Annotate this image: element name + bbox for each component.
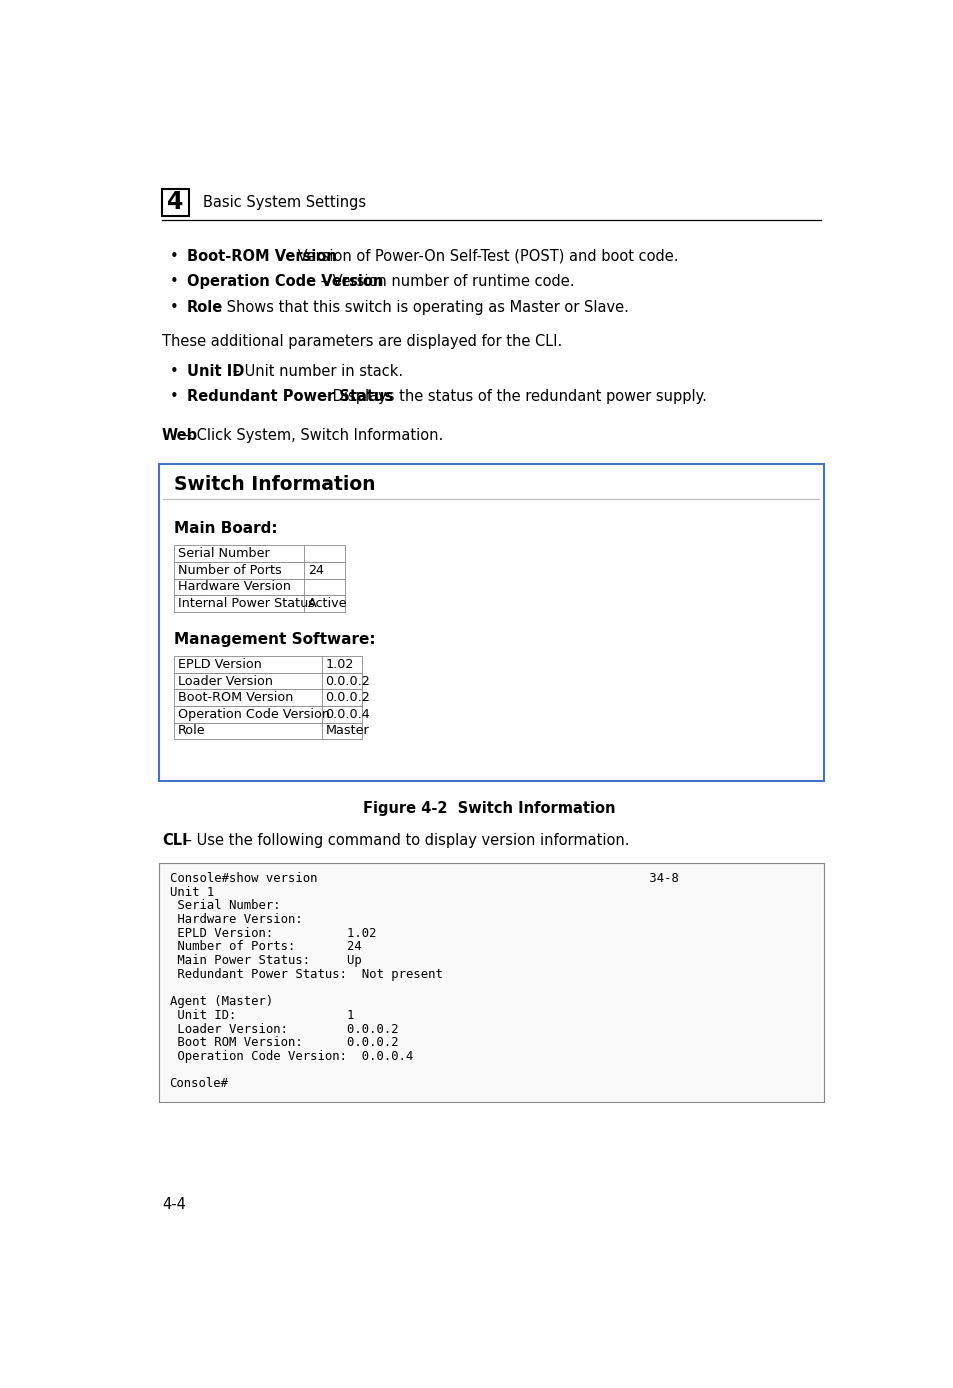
Text: Active: Active xyxy=(308,597,348,609)
Text: Basic System Settings: Basic System Settings xyxy=(203,194,366,210)
Text: Hardware Version:: Hardware Version: xyxy=(170,913,302,926)
Text: Console#: Console# xyxy=(170,1077,229,1091)
Bar xyxy=(174,673,361,690)
Text: 0.0.0.2: 0.0.0.2 xyxy=(325,691,370,704)
Text: 4: 4 xyxy=(167,190,183,214)
Text: 24: 24 xyxy=(308,564,324,577)
Text: 0.0.0.4: 0.0.0.4 xyxy=(325,708,370,720)
Bar xyxy=(174,706,361,723)
Text: Number of Ports: Number of Ports xyxy=(178,564,281,577)
Text: Serial Number:: Serial Number: xyxy=(170,899,280,912)
Text: Master: Master xyxy=(325,725,369,737)
Text: Boot-ROM Version: Boot-ROM Version xyxy=(187,248,336,264)
Text: Web: Web xyxy=(162,429,198,443)
Text: Role: Role xyxy=(178,725,206,737)
Text: Operation Code Version:  0.0.0.4: Operation Code Version: 0.0.0.4 xyxy=(170,1051,413,1063)
Bar xyxy=(174,690,361,706)
Bar xyxy=(162,189,189,217)
Bar xyxy=(174,545,344,562)
Text: Figure 4-2  Switch Information: Figure 4-2 Switch Information xyxy=(362,801,615,816)
Text: Agent (Master): Agent (Master) xyxy=(170,995,273,1008)
Bar xyxy=(174,723,361,738)
Text: CLI: CLI xyxy=(162,833,188,848)
Text: – Version number of runtime code.: – Version number of runtime code. xyxy=(316,275,575,289)
Text: 4-4: 4-4 xyxy=(162,1198,186,1212)
Text: •: • xyxy=(170,364,178,379)
Text: Management Software:: Management Software: xyxy=(174,632,375,647)
Text: Operation Code Version: Operation Code Version xyxy=(178,708,330,720)
Text: These additional parameters are displayed for the CLI.: These additional parameters are displaye… xyxy=(162,335,561,350)
Text: Redundant Power Status:  Not present: Redundant Power Status: Not present xyxy=(170,967,442,981)
Text: EPLD Version: EPLD Version xyxy=(178,658,262,670)
Text: Console#show version                                             34-8: Console#show version 34-8 xyxy=(170,872,678,886)
Text: Boot ROM Version:      0.0.0.2: Boot ROM Version: 0.0.0.2 xyxy=(170,1037,397,1049)
Text: – Click System, Switch Information.: – Click System, Switch Information. xyxy=(179,429,442,443)
Bar xyxy=(174,657,361,673)
Text: •: • xyxy=(170,300,178,315)
Text: 0.0.0.2: 0.0.0.2 xyxy=(325,675,370,687)
Bar xyxy=(158,862,822,1102)
Bar xyxy=(174,579,344,595)
Text: EPLD Version:          1.02: EPLD Version: 1.02 xyxy=(170,927,375,940)
Text: Loader Version: Loader Version xyxy=(178,675,273,687)
Text: Unit ID: Unit ID xyxy=(187,364,244,379)
Text: – Use the following command to display version information.: – Use the following command to display v… xyxy=(179,833,628,848)
Text: 1.02: 1.02 xyxy=(325,658,354,670)
Text: Number of Ports:       24: Number of Ports: 24 xyxy=(170,941,361,954)
Text: Hardware Version: Hardware Version xyxy=(178,580,291,593)
Text: Loader Version:        0.0.0.2: Loader Version: 0.0.0.2 xyxy=(170,1023,397,1035)
Text: Switch Information: Switch Information xyxy=(174,475,375,494)
Text: Redundant Power Status: Redundant Power Status xyxy=(187,389,393,404)
Text: – Unit number in stack.: – Unit number in stack. xyxy=(228,364,403,379)
Text: •: • xyxy=(170,389,178,404)
Text: Unit 1: Unit 1 xyxy=(170,886,213,898)
Text: Boot-ROM Version: Boot-ROM Version xyxy=(178,691,294,704)
Text: •: • xyxy=(170,248,178,264)
Text: Internal Power Status: Internal Power Status xyxy=(178,597,314,609)
Text: •: • xyxy=(170,275,178,289)
Text: Main Board:: Main Board: xyxy=(174,520,277,536)
Text: Serial Number: Serial Number xyxy=(178,547,270,561)
Text: – Version of Power-On Self-Test (POST) and boot code.: – Version of Power-On Self-Test (POST) a… xyxy=(281,248,678,264)
Text: – Shows that this switch is operating as Master or Slave.: – Shows that this switch is operating as… xyxy=(210,300,628,315)
Bar xyxy=(174,562,344,579)
Text: – Displays the status of the redundant power supply.: – Displays the status of the redundant p… xyxy=(316,389,706,404)
Text: Operation Code Version: Operation Code Version xyxy=(187,275,383,289)
Bar xyxy=(174,595,344,612)
Text: Main Power Status:     Up: Main Power Status: Up xyxy=(170,954,361,967)
Text: Unit ID:               1: Unit ID: 1 xyxy=(170,1009,354,1022)
Text: Role: Role xyxy=(187,300,223,315)
Bar xyxy=(158,464,822,781)
